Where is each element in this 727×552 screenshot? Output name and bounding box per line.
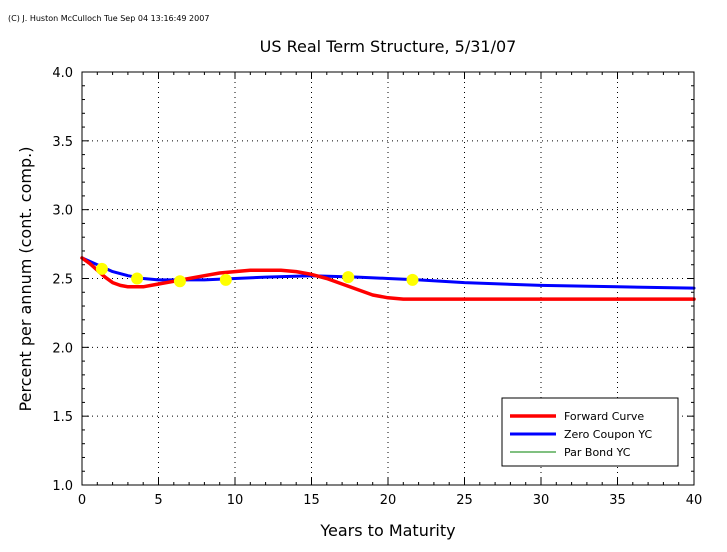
legend-label-forward-curve: Forward Curve — [564, 410, 644, 423]
y-tick-label: 4.0 — [52, 66, 73, 81]
observation-point — [95, 262, 108, 275]
copyright-text: (C) J. Huston McCulloch Tue Sep 04 13:16… — [8, 14, 209, 23]
legend-box — [501, 397, 679, 467]
observation-point — [342, 271, 355, 284]
observation-point — [173, 275, 186, 288]
x-tick-label: 25 — [456, 493, 473, 508]
x-tick-label: 35 — [609, 493, 626, 508]
x-tick-label: 10 — [227, 493, 244, 508]
chart-title: US Real Term Structure, 5/31/07 — [260, 37, 517, 56]
forward-curve-line — [80, 256, 696, 301]
y-tick-label: 3.5 — [52, 135, 73, 150]
zero-coupon-yc-line — [80, 256, 696, 290]
observation-point — [131, 272, 144, 285]
x-tick-label: 0 — [78, 493, 86, 508]
x-tick-label: 40 — [686, 493, 703, 508]
y-tick-label: 2.0 — [52, 341, 73, 356]
x-tick-label: 5 — [154, 493, 162, 508]
x-tick-label: 20 — [380, 493, 397, 508]
observation-points — [95, 262, 419, 288]
y-tick-label: 1.5 — [52, 410, 73, 425]
y-tick-label: 3.0 — [52, 204, 73, 219]
y-tick-label: 1.0 — [52, 479, 73, 494]
x-axis-ticks: 0 5 10 15 20 25 30 35 40 — [78, 72, 702, 508]
legend-label-zero-coupon-yc: Zero Coupon YC — [564, 428, 652, 441]
y-tick-label: 2.5 — [52, 273, 73, 288]
series-layer — [80, 256, 696, 301]
y-axis-label: Percent per annum (cont. comp.) — [16, 147, 35, 412]
observation-point — [406, 273, 419, 286]
x-axis-label: Years to Maturity — [319, 521, 455, 540]
legend-label-par-bond-yc: Par Bond YC — [564, 446, 631, 459]
x-tick-label: 15 — [303, 493, 320, 508]
x-tick-label: 30 — [533, 493, 550, 508]
y-axis-ticks: 1.0 1.5 2.0 2.5 3.0 3.5 4.0 — [52, 66, 694, 494]
legend: Forward Curve Zero Coupon YC Par Bond YC — [501, 397, 679, 467]
observation-point — [219, 273, 232, 286]
